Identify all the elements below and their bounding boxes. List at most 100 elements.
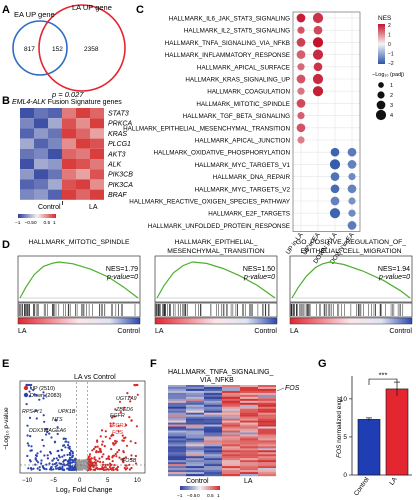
heatmap-f-cell — [258, 424, 276, 427]
volcano-point-up — [120, 458, 123, 461]
volcano-point-down — [43, 454, 46, 457]
heatmap-f-cell — [240, 426, 258, 429]
volcano-point-down — [43, 420, 46, 423]
volcano-point-down — [74, 468, 77, 471]
volcano-point-down — [64, 458, 67, 462]
volcano-point-up — [125, 444, 129, 447]
heatmap-f-cell — [222, 424, 240, 427]
heatmap-f-cell — [186, 426, 204, 429]
heatmap-b-cell — [34, 128, 48, 139]
volcano-point-down — [63, 454, 66, 457]
dotplot-dot — [297, 87, 305, 95]
heatmap-f-cell — [168, 430, 186, 433]
volcano-point-up — [98, 450, 101, 453]
heatmap-b-cell — [76, 189, 90, 200]
volcano-point-down — [57, 459, 60, 462]
scale-tick-label: 1 — [217, 493, 220, 499]
heatmap-f-cell — [186, 408, 204, 411]
heatmap-f-cell — [258, 428, 276, 431]
heatmap-f-cell — [222, 400, 240, 404]
dotplot-dot — [330, 147, 340, 157]
heatmap-f-cell — [204, 454, 222, 457]
heatmap-f-cell — [258, 390, 276, 394]
volcano-point-up — [110, 416, 114, 419]
volcano-point-up — [99, 448, 102, 451]
heatmap-b-cell — [90, 148, 104, 159]
heatmap-f-cell — [240, 432, 258, 435]
heatmap-f-cell — [240, 450, 258, 453]
volcano-point-up — [104, 430, 107, 433]
heatmap-f-cell — [258, 420, 276, 423]
heatmap-f-cell — [222, 392, 240, 396]
heatmap-f-cell — [240, 474, 258, 477]
heatmap-f-cell — [240, 452, 258, 455]
venn-ea-only: 817 — [24, 46, 35, 53]
volcano-point-up — [123, 437, 126, 440]
gsea-enrichment-curve — [156, 261, 276, 299]
volcano-point-up — [91, 449, 94, 452]
heatmap-f-cells — [168, 385, 276, 477]
dotplot-pathway-label: HALLMARK_INFLAMMATORY_RESPONSE — [165, 52, 290, 59]
volcano-point-down — [61, 455, 64, 458]
heatmap-f-cell — [186, 444, 204, 447]
volcano-point-up — [117, 430, 120, 433]
volcano-point-down — [25, 383, 28, 387]
dotplot-dot — [330, 172, 340, 181]
heatmap-b-cell — [90, 189, 104, 200]
heatmap-b-cell — [48, 148, 62, 159]
volcano-point-up — [95, 450, 98, 453]
heatmap-f-cell — [186, 466, 204, 469]
volcano-point-up — [99, 435, 102, 438]
volcano-point-down — [28, 383, 31, 387]
heatmap-f-cell — [186, 438, 204, 441]
heatmap-f-cell — [186, 464, 204, 467]
volcano-point-up — [94, 458, 97, 462]
volcano-point-ns — [77, 468, 80, 471]
volcano-point-up — [112, 422, 115, 425]
heatmap-f-cell — [240, 440, 258, 443]
heatmap-f-cell — [222, 386, 240, 390]
heatmap-f-cell — [258, 398, 276, 402]
volcano-point-down — [40, 462, 43, 465]
heatmap-f-cell — [204, 388, 222, 392]
heatmap-f-cell — [222, 398, 240, 402]
heatmap-b-gene-label: KRAS — [108, 131, 127, 138]
heatmap-b-gene-label: BRAF — [108, 192, 127, 199]
volcano-xtick-label: 0 — [78, 478, 82, 484]
heatmap-f-cell — [168, 428, 186, 431]
gsea-title-line2: MESENCHYMAL_TRANSITION — [167, 248, 265, 255]
heatmap-f-cell — [204, 460, 222, 463]
heatmap-f-cell — [168, 400, 186, 404]
heatmap-f-cell — [186, 448, 204, 451]
volcano-xtick-label: 10 — [134, 478, 141, 484]
heatmap-f-cell — [222, 442, 240, 445]
dotplot-pathway-label: HALLMARK_IL6_JAK_STAT3_SIGNALING — [169, 16, 290, 23]
heatmap-f-cell — [258, 466, 276, 469]
heatmap-b-cell — [20, 138, 34, 149]
heatmap-f-cell — [168, 404, 186, 407]
volcano-point-down — [30, 383, 33, 387]
venn-pvalue: p = 0.027 — [51, 90, 84, 99]
gsea-left-label: LA — [18, 328, 27, 335]
volcano-point-down — [69, 458, 72, 461]
volcano-point-up — [118, 400, 122, 403]
volcano-point-down — [29, 386, 32, 389]
volcano-point-down — [48, 432, 51, 435]
venn-overlap: 152 — [52, 46, 63, 53]
volcano-point-down — [38, 466, 41, 469]
heatmap-b-cell — [90, 169, 104, 180]
nes-tick-label: 2 — [388, 23, 391, 29]
heatmap-f-cell — [168, 464, 186, 467]
volcano-gene-label: EGR1 — [112, 423, 126, 429]
heatmap-f-cell — [204, 450, 222, 453]
gsea-enrichment-curve — [19, 261, 139, 299]
heatmap-f-cell — [258, 388, 276, 392]
heatmap-f-cell — [204, 400, 222, 404]
heatmap-b-gene-label: PRKCA — [108, 121, 132, 128]
volcano-xtick-label: −5 — [50, 478, 58, 484]
volcano-gene-label: UGT1A9 — [116, 396, 137, 402]
heatmap-f-cell — [168, 418, 186, 421]
gsea-title-line1: HALLMARK_EPITHELIAL_ — [175, 239, 258, 246]
volcano-point-down — [62, 444, 65, 447]
heatmap-b-cell — [34, 148, 48, 159]
